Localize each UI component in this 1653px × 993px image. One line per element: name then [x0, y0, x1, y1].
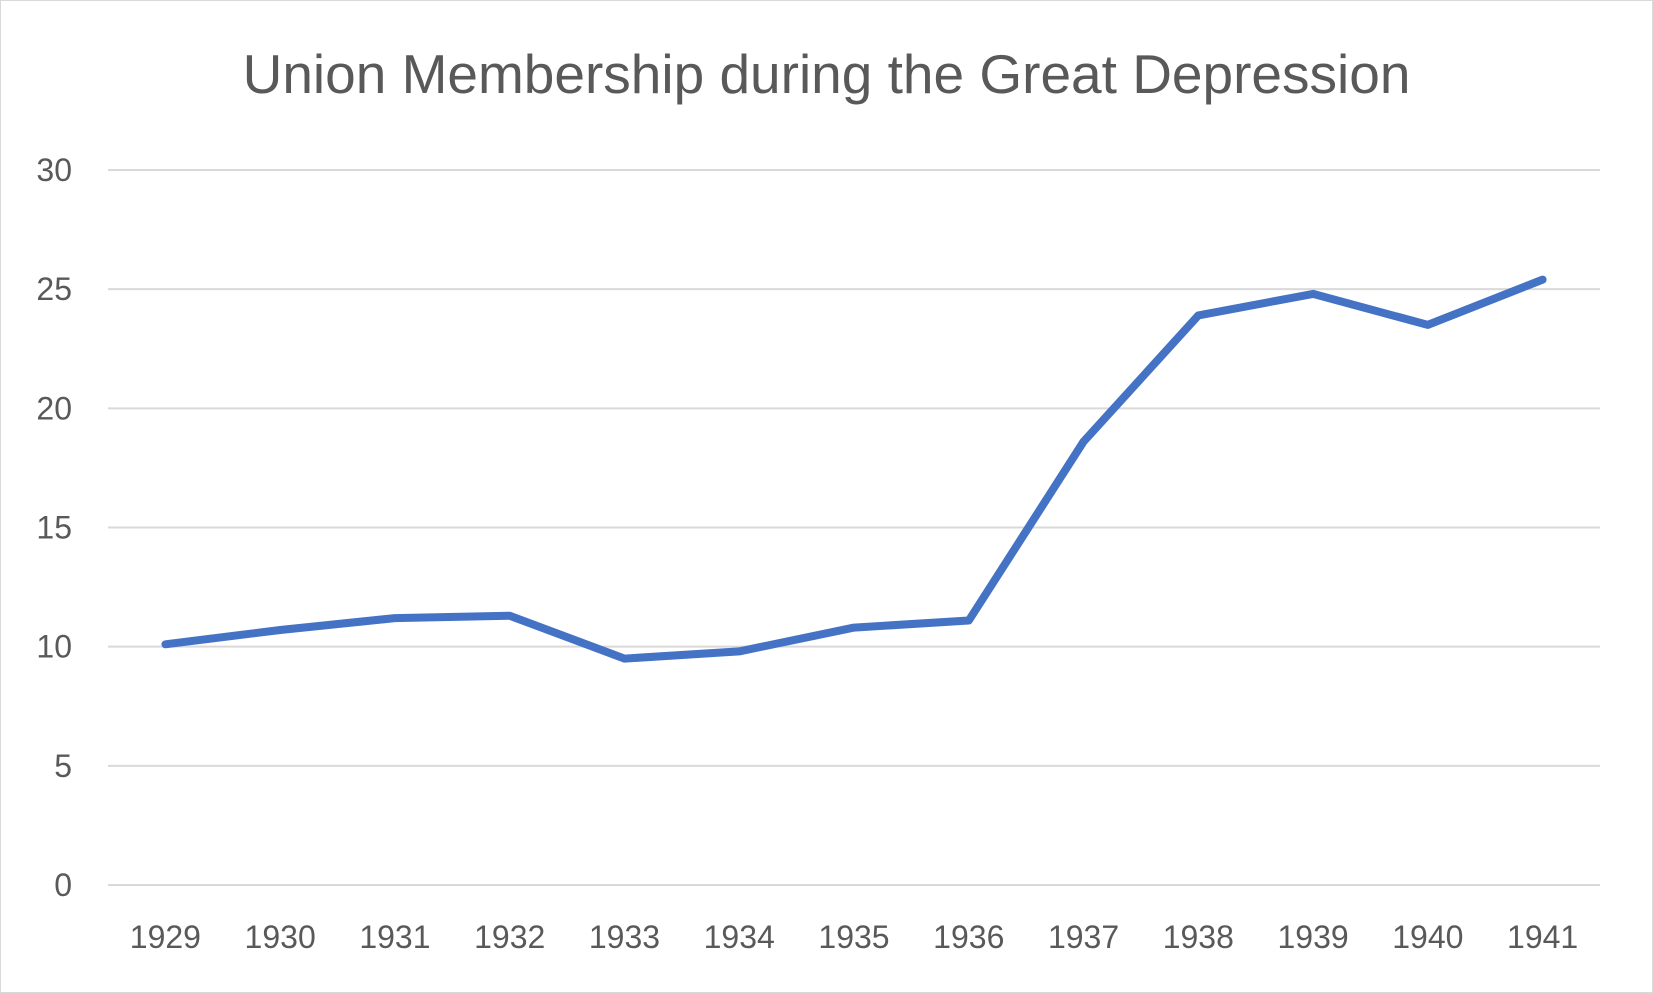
x-tick-label: 1941: [1507, 919, 1578, 955]
data-point: [968, 619, 970, 621]
data-point: [1542, 279, 1544, 281]
chart-title: Union Membership during the Great Depres…: [242, 43, 1411, 105]
gridlines: [108, 169, 1600, 886]
data-point: [164, 643, 166, 645]
data-point: [279, 629, 281, 631]
data-point: [394, 617, 396, 619]
x-tick-label: 1933: [589, 919, 660, 955]
y-tick-label: 15: [36, 510, 72, 546]
x-tick-label: 1931: [359, 919, 430, 955]
y-tick-label: 20: [36, 390, 72, 426]
data-point: [623, 658, 625, 660]
x-tick-label: 1929: [130, 919, 201, 955]
data-point: [1312, 293, 1314, 295]
x-tick-label: 1932: [474, 919, 545, 955]
y-tick-label: 5: [54, 748, 72, 784]
data-point: [853, 627, 855, 629]
series-layer: [161, 275, 1547, 663]
y-tick-label: 30: [36, 152, 72, 188]
data-point: [1197, 314, 1199, 316]
y-tick-label: 0: [54, 867, 72, 903]
x-tick-label: 1939: [1277, 919, 1348, 955]
x-tick-label: 1934: [704, 919, 775, 955]
data-point: [1083, 441, 1085, 443]
x-tick-label: 1938: [1163, 919, 1234, 955]
data-point: [738, 650, 740, 652]
y-tick-label: 25: [36, 271, 72, 307]
x-tick-label: 1930: [245, 919, 316, 955]
data-point: [1427, 324, 1429, 326]
series-line: [161, 275, 1547, 663]
x-axis-tick-labels: 1929 1930 1931 1932 1933 1934 1935 1936 1937 1938…: [130, 919, 1578, 955]
y-tick-label: 10: [36, 629, 72, 665]
y-axis-tick-labels: 0 5 10 15 20 25 30: [36, 152, 72, 903]
x-tick-label: 1940: [1392, 919, 1463, 955]
x-tick-label: 1935: [818, 919, 889, 955]
data-point: [509, 615, 511, 617]
x-tick-label: 1936: [933, 919, 1004, 955]
x-tick-label: 1937: [1048, 919, 1119, 955]
